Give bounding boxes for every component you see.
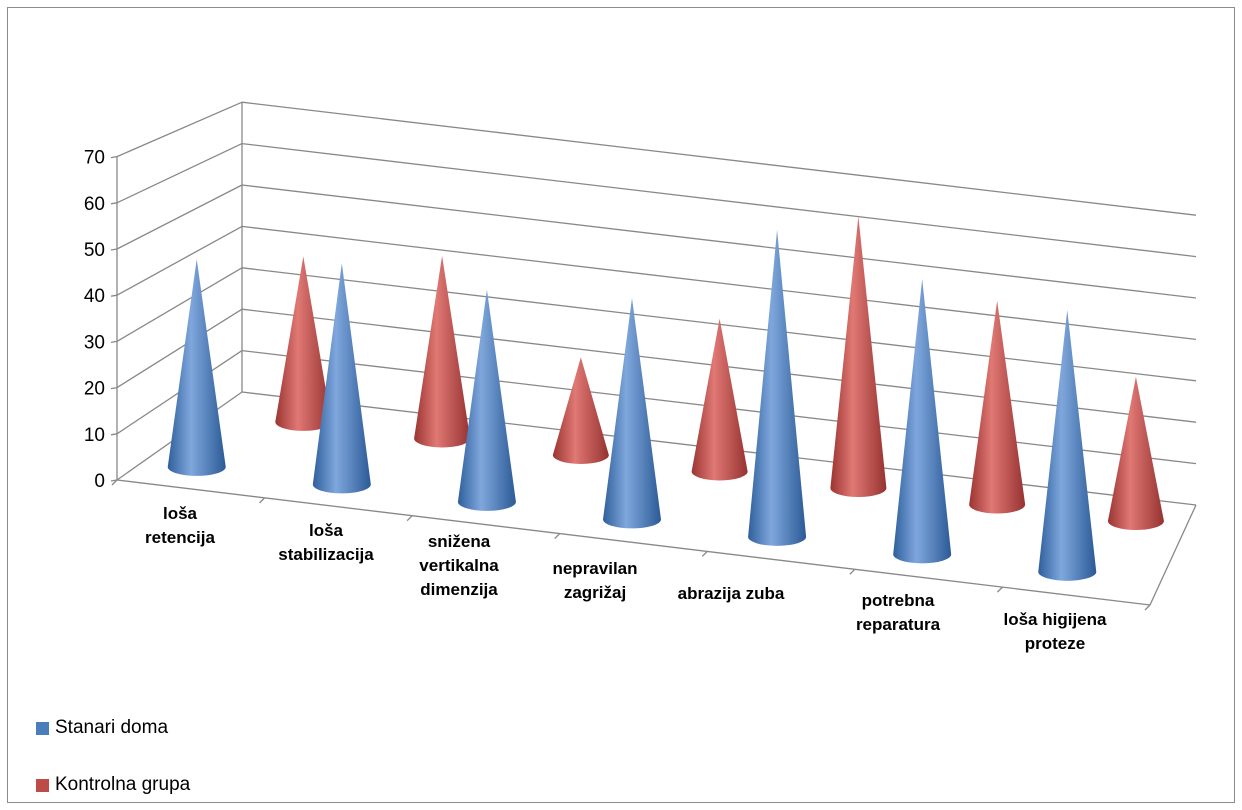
cone-kontrolna-4 [830, 216, 887, 498]
category-tick-7 [1144, 604, 1151, 611]
category-label-6-0: loša higijena [1004, 610, 1108, 629]
category-label-3-1: zagrižaj [564, 583, 626, 602]
cone-body [602, 298, 661, 529]
category-label-2-2: dimenzija [420, 580, 498, 599]
cone-stanari-0 [167, 259, 226, 476]
category-tick-6 [996, 586, 1003, 593]
cone-body [830, 216, 887, 498]
category-label-1-1: stabilizacija [278, 545, 374, 564]
gridline-side-3 [116, 267, 243, 342]
gridline-back-6 [241, 142, 1197, 258]
y-tick-label-4: 40 [84, 286, 105, 307]
cone-body [969, 300, 1026, 514]
gridline-side-5 [116, 184, 243, 250]
y-tick-mark-5 [110, 248, 118, 251]
cone-body [414, 255, 471, 448]
gridline-back-5 [241, 184, 1197, 299]
cone-body [893, 278, 952, 564]
cone-kontrolna-5 [969, 300, 1026, 514]
gridline-side-6 [116, 143, 243, 204]
category-tick-4 [701, 550, 708, 557]
y-tick-mark-7 [110, 155, 118, 159]
gridline-side-4 [116, 225, 243, 296]
cone-body [552, 357, 609, 464]
legend-swatch-1 [36, 778, 49, 792]
cone-stanari-1 [312, 263, 371, 494]
y-tick-label-7: 70 [84, 148, 105, 169]
y-tick-label-0: 0 [94, 471, 105, 492]
cone-body [457, 289, 516, 511]
y-tick-mark-1 [110, 433, 118, 436]
legend-label-0: Stanari doma [55, 717, 169, 738]
y-tick-mark-3 [110, 340, 118, 344]
cone-body [1038, 309, 1097, 581]
category-label-0-1: retencija [145, 528, 215, 547]
floor-front-edge [116, 479, 1151, 606]
y-tick-label-6: 60 [84, 194, 105, 215]
cone-stanari-2 [457, 289, 516, 511]
cone-body [167, 259, 226, 476]
cone-kontrolna-3 [691, 318, 748, 481]
legend-swatch-0 [36, 721, 49, 735]
legend-label-1: Kontrolna grupa [55, 774, 191, 795]
y-tick-label-5: 50 [84, 240, 105, 261]
category-tick-0 [111, 479, 118, 486]
category-label-3-0: nepravilan [552, 559, 637, 578]
cone-kontrolna-6 [1107, 376, 1164, 531]
gridline-side-7 [116, 101, 243, 158]
y-tick-label-3: 30 [84, 332, 105, 353]
cone-stanari-5 [893, 278, 952, 564]
cone-body [691, 318, 748, 481]
gridline-side-2 [116, 308, 243, 389]
y-tick-mark-6 [110, 202, 118, 205]
category-tick-3 [554, 533, 561, 540]
y-tick-mark-2 [110, 386, 118, 390]
category-tick-5 [849, 568, 856, 575]
legend-item-1: Kontrolna grupa [36, 774, 190, 796]
category-label-1-0: loša [309, 521, 344, 540]
cone-body [1107, 376, 1164, 531]
chart-frame [7, 7, 1235, 803]
category-label-5-0: potrebna [862, 591, 935, 610]
y-tick-label-1: 10 [84, 425, 105, 446]
category-label-0-0: loša [163, 504, 198, 523]
category-label-2-1: vertikalna [419, 556, 499, 575]
cone-body [748, 229, 807, 546]
y-tick-mark-4 [110, 294, 118, 297]
cone-body [312, 263, 371, 494]
cone-kontrolna-0 [275, 256, 332, 431]
category-label-6-1: proteze [1025, 634, 1085, 653]
cone-body [275, 256, 332, 431]
cone-stanari-4 [748, 229, 807, 546]
category-label-5-1: reparatura [856, 615, 941, 634]
y-tick-label-2: 20 [84, 379, 105, 400]
y-tick-mark-0 [110, 479, 118, 482]
category-tick-1 [259, 497, 266, 504]
cone-stanari-6 [1038, 309, 1097, 581]
floor-right-edge [1149, 504, 1197, 606]
legend-item-0: Stanari doma [36, 717, 168, 739]
category-label-2-0: snižena [428, 532, 491, 551]
cone-stanari-3 [602, 298, 661, 529]
category-tick-2 [406, 515, 413, 522]
cone-kontrolna-1 [414, 255, 471, 448]
cone-kontrolna-2 [552, 357, 609, 464]
gridline-back-7 [241, 101, 1197, 216]
category-label-4-0: abrazija zuba [678, 584, 785, 603]
gridline-back-4 [241, 225, 1197, 341]
